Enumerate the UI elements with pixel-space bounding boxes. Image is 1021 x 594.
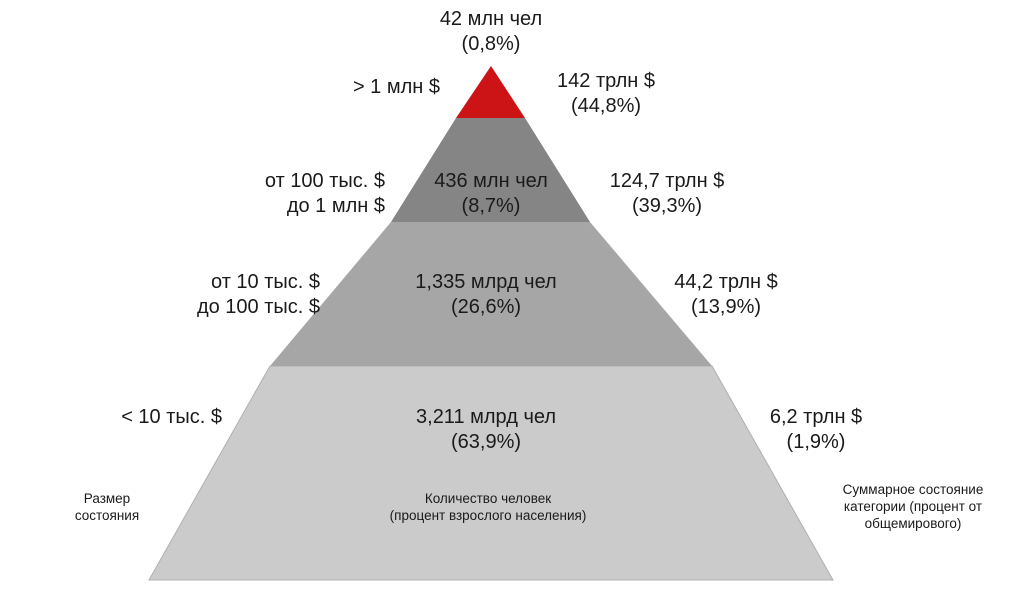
pyramid-tier-upper <box>391 118 590 222</box>
top-wealth-label: 142 трлн $ (44,8%) <box>557 70 655 117</box>
pyramid-tier-base <box>148 365 834 581</box>
middle-wealth-label: 44,2 трлн $ (13,9%) <box>674 271 778 318</box>
pyramid-tier-top <box>456 66 525 118</box>
top-size-range: > 1 млн $ <box>352 76 440 98</box>
people-caption: Количество человек (процент взрослого на… <box>389 491 587 523</box>
base-people-label: 3,211 млрд чел (63,9%) <box>416 406 556 453</box>
base-wealth-label: 6,2 трлн $ (1,9%) <box>769 406 863 453</box>
top-people-label: 42 млн чел (0,8%) <box>439 8 543 55</box>
upper-size-range: от 100 тыс. $ до 1 млн $ <box>264 170 385 217</box>
size-caption: Размер состояния <box>74 491 140 523</box>
middle-size-range: от 10 тыс. $ до 100 тыс. $ <box>196 271 320 318</box>
upper-wealth-label: 124,7 трлн $ (39,3%) <box>609 170 725 217</box>
middle-people-label: 1,335 млрд чел (26,6%) <box>415 271 557 318</box>
wealth-caption: Суммарное состояние категории (процент о… <box>842 482 984 531</box>
upper-people-label: 436 млн чел (8,7%) <box>434 170 548 217</box>
pyramid-tier-middle <box>270 222 712 366</box>
base-size-range: < 10 тыс. $ <box>121 406 222 428</box>
